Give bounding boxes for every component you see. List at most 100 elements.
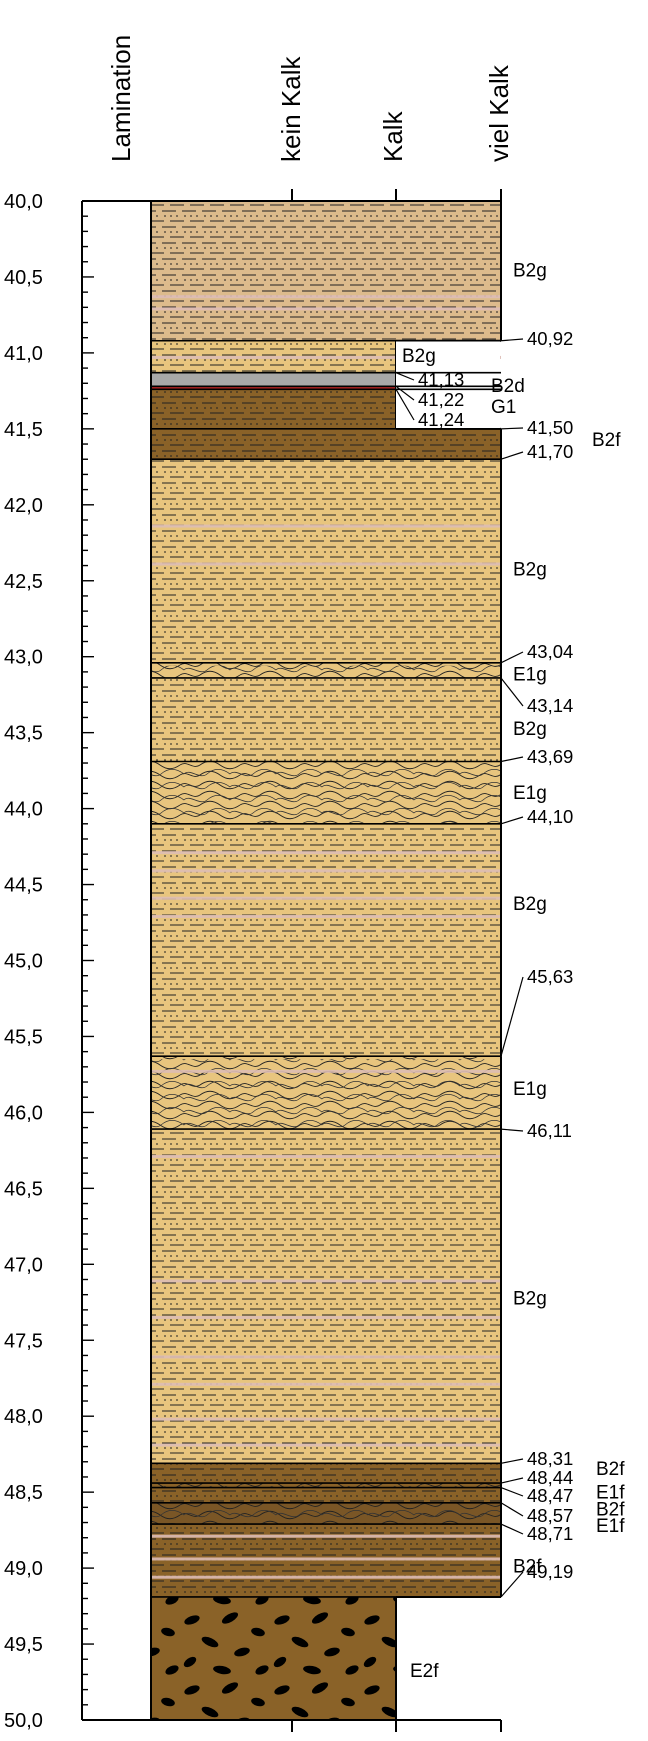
unit-label-e1g: E1g [513, 783, 547, 804]
silt-pattern [151, 389, 396, 429]
color-band [151, 295, 501, 299]
silt-pattern [151, 677, 501, 762]
layer-b2g [151, 677, 501, 762]
header-kalk: Kalk [378, 110, 408, 162]
layer-b2f [151, 428, 501, 460]
silt-pattern [151, 1487, 501, 1503]
color-band [151, 869, 501, 873]
unit-label-e1f: E1f [596, 1483, 625, 1504]
unit-label-e1f: E1f [596, 1516, 625, 1537]
layer-e1g [151, 662, 501, 678]
boundary-49-19: 49,19 [151, 1561, 573, 1598]
label-leader [500, 1477, 524, 1484]
unit-label-b2f: B2f [596, 1459, 625, 1480]
layer-b2g [151, 459, 501, 663]
silt-pattern [151, 459, 501, 663]
depth-label: 48,0 [4, 1406, 43, 1428]
boundary-44-10: 44,10 [151, 806, 573, 827]
color-band [151, 1575, 501, 1579]
boundary-depth-label: 41,50 [527, 417, 573, 438]
color-band [151, 1069, 501, 1073]
label-leader [500, 427, 524, 430]
color-band [151, 1417, 501, 1421]
boundary-48-31: 48,31 [151, 1448, 573, 1469]
boundary-41-22: 41,22 [151, 385, 501, 410]
layer-fill [151, 372, 396, 387]
unit-label-b2g: B2g [513, 260, 547, 281]
boundary-depth-label: 41,22 [418, 389, 464, 410]
label-leader [500, 651, 524, 664]
depth-label: 47,5 [4, 1330, 43, 1352]
unit-label-b2g: B2g [513, 560, 547, 581]
boundary-48-57: 48,57 [151, 1501, 573, 1526]
color-band [151, 562, 501, 566]
color-band [151, 851, 501, 855]
boundary-48-71: 48,71 [151, 1523, 573, 1544]
boundary-41-70: 41,70 [151, 441, 573, 462]
boundary-depth-label: 48,47 [527, 1485, 573, 1506]
depth-label: 50,0 [4, 1710, 43, 1732]
label-leader [500, 1571, 524, 1598]
depth-label: 43,5 [4, 723, 43, 745]
boundary-depth-label: 41,13 [418, 369, 464, 390]
label-leader [500, 1523, 524, 1535]
silt-pattern [151, 1463, 501, 1484]
label-leader [500, 677, 524, 707]
color-band [151, 896, 501, 900]
label-leader [500, 816, 524, 825]
boundary-46-11: 46,11 [151, 1120, 572, 1141]
label-leader [395, 372, 415, 381]
unit-label-b2d: B2d [491, 376, 525, 397]
boundary-depth-label: 44,10 [527, 806, 573, 827]
color-band [151, 1279, 501, 1283]
label-leader [500, 1502, 524, 1517]
unit-label-b2g: B2g [513, 894, 547, 915]
unit-label-b2f: B2f [513, 1557, 542, 1578]
unit-label-b2g: B2g [402, 346, 436, 367]
boundary-depth-label: 49,19 [527, 1561, 573, 1582]
layer-fill [151, 386, 396, 390]
label-leader [500, 1487, 524, 1497]
color-band [151, 1382, 501, 1386]
depth-label: 46,5 [4, 1178, 43, 1200]
unit-label-b2f: B2f [596, 1499, 625, 1520]
unit-label-g1: G1 [491, 397, 516, 418]
layer-b2d [151, 372, 396, 387]
boundary-depth-label: 41,24 [418, 409, 464, 430]
boundary-depth-label: 41,70 [527, 441, 573, 462]
color-band [151, 914, 501, 918]
depth-label: 46,0 [4, 1102, 43, 1124]
label-leader [500, 976, 524, 1057]
boundary-40-92: 40,92 [151, 328, 573, 349]
boundary-depth-label: 46,11 [527, 1120, 572, 1141]
layer-b2g [151, 1129, 501, 1464]
color-band [151, 1315, 501, 1319]
label-leader [500, 1458, 524, 1464]
boundary-48-44: 48,44 [151, 1467, 573, 1488]
header-lamination: Lamination [106, 35, 136, 162]
silt-pattern [151, 428, 501, 460]
lamination-pattern-2 [151, 665, 501, 678]
silt-pattern [151, 823, 501, 1057]
color-band [151, 307, 501, 311]
boundary-41-50: 41,50 [151, 417, 573, 438]
unit-label-e1g: E1g [513, 664, 547, 685]
lamination-pattern-2 [151, 1059, 501, 1130]
color-band [151, 524, 501, 528]
unit-label-b2g: B2g [513, 1289, 547, 1310]
depth-label: 44,0 [4, 799, 43, 821]
depth-label: 42,0 [4, 495, 43, 517]
unit-label-b2f: B2f [592, 430, 621, 451]
depth-label: 48,5 [4, 1482, 43, 1504]
header-kein-kalk: kein Kalk [276, 56, 306, 162]
color-band [151, 355, 501, 359]
layer-e1g [151, 1056, 501, 1130]
lamination-pattern [151, 1483, 501, 1488]
depth-label: 49,0 [4, 1558, 43, 1580]
boundary-depth-label: 45,63 [527, 966, 573, 987]
depth-label: 45,0 [4, 951, 43, 973]
color-band [151, 1355, 501, 1359]
depth-label: 44,5 [4, 875, 43, 897]
depth-label: 45,5 [4, 1026, 43, 1048]
inset-label-box [396, 340, 500, 429]
